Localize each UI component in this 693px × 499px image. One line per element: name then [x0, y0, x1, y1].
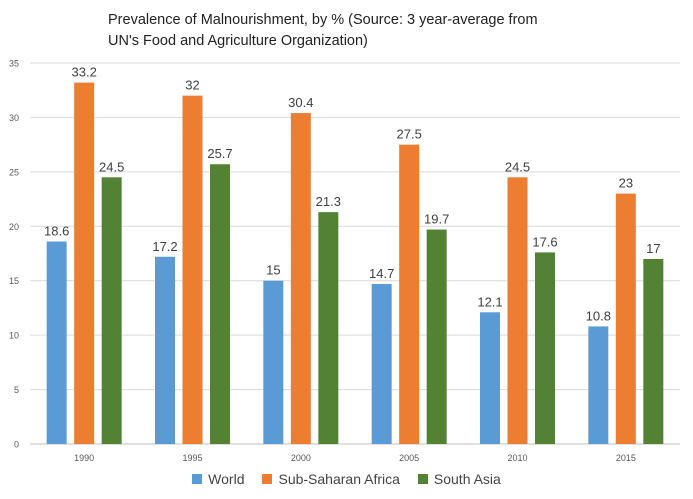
legend-swatch	[192, 474, 203, 484]
x-tick-label: 2000	[291, 453, 311, 463]
gridlines	[30, 62, 680, 391]
chart-title: Prevalence of Malnourishment, by % (Sour…	[108, 12, 538, 49]
data-label: 17.2	[152, 239, 177, 254]
y-tick-label: 5	[14, 385, 19, 395]
x-tick-label: 1990	[74, 453, 94, 463]
bar	[371, 283, 392, 444]
y-tick-label: 10	[9, 331, 19, 341]
data-label: 12.1	[477, 294, 502, 309]
legend-label: World	[208, 471, 245, 487]
bar	[615, 193, 636, 444]
bar	[507, 177, 528, 445]
y-tick-label: 35	[9, 59, 19, 69]
bar	[535, 252, 555, 444]
y-tick-label: 30	[9, 113, 19, 123]
legend-swatch	[262, 474, 273, 484]
legend-label: South Asia	[433, 471, 501, 487]
y-tick-label: 20	[9, 222, 19, 232]
data-label: 30.4	[288, 95, 313, 110]
bar	[399, 144, 420, 444]
data-label: 32	[185, 78, 199, 93]
legend-item: Sub-Saharan Africa	[262, 470, 400, 488]
bars	[46, 82, 664, 445]
bar	[182, 95, 203, 445]
bar	[155, 256, 175, 444]
data-labels: 18.6 33.2 24.5 17.2 32 25.7 15 30.4 21.3 14.7 27.5…	[44, 65, 661, 324]
data-label: 14.7	[369, 266, 394, 281]
data-label: 17.6	[532, 234, 557, 249]
x-tick-label: 2005	[399, 453, 419, 463]
bar	[643, 258, 664, 444]
data-label: 15	[266, 263, 280, 278]
data-label: 10.8	[586, 308, 611, 323]
legend-item: World	[192, 470, 244, 488]
legend-item: South Asia	[417, 470, 501, 488]
data-label: 27.5	[397, 127, 422, 142]
bar	[263, 280, 284, 444]
y-tick-label: 15	[9, 276, 19, 286]
data-label: 25.7	[207, 146, 232, 161]
bar	[480, 312, 500, 444]
y-tick-label: 25	[9, 167, 19, 177]
data-label: 33.2	[72, 65, 97, 80]
data-label: 21.3	[316, 194, 341, 209]
data-label: 24.5	[99, 159, 124, 174]
axes: 0 5 10 15 20 25 30 35 1990 1995 2000 2005 2010 2015	[9, 59, 680, 463]
bar	[318, 212, 339, 444]
data-label: 24.5	[505, 159, 530, 174]
bar	[290, 113, 311, 445]
x-tick-label: 2015	[616, 453, 636, 463]
y-tick-label: 0	[14, 440, 19, 450]
data-label: 19.7	[424, 212, 449, 227]
data-label: 18.6	[44, 224, 69, 239]
legend-label: Sub-Saharan Africa	[278, 471, 400, 487]
legend: World Sub-Saharan Africa South Asia	[0, 470, 693, 488]
bar	[588, 326, 609, 444]
x-tick-label: 1995	[182, 453, 202, 463]
bar	[101, 177, 122, 445]
bar	[210, 164, 230, 445]
x-tick-label: 2010	[507, 453, 527, 463]
bar	[74, 82, 95, 444]
data-label: 17	[646, 241, 660, 256]
data-label: 23	[619, 176, 633, 191]
bar	[426, 229, 447, 444]
legend-swatch	[417, 474, 428, 484]
bar	[46, 241, 67, 444]
